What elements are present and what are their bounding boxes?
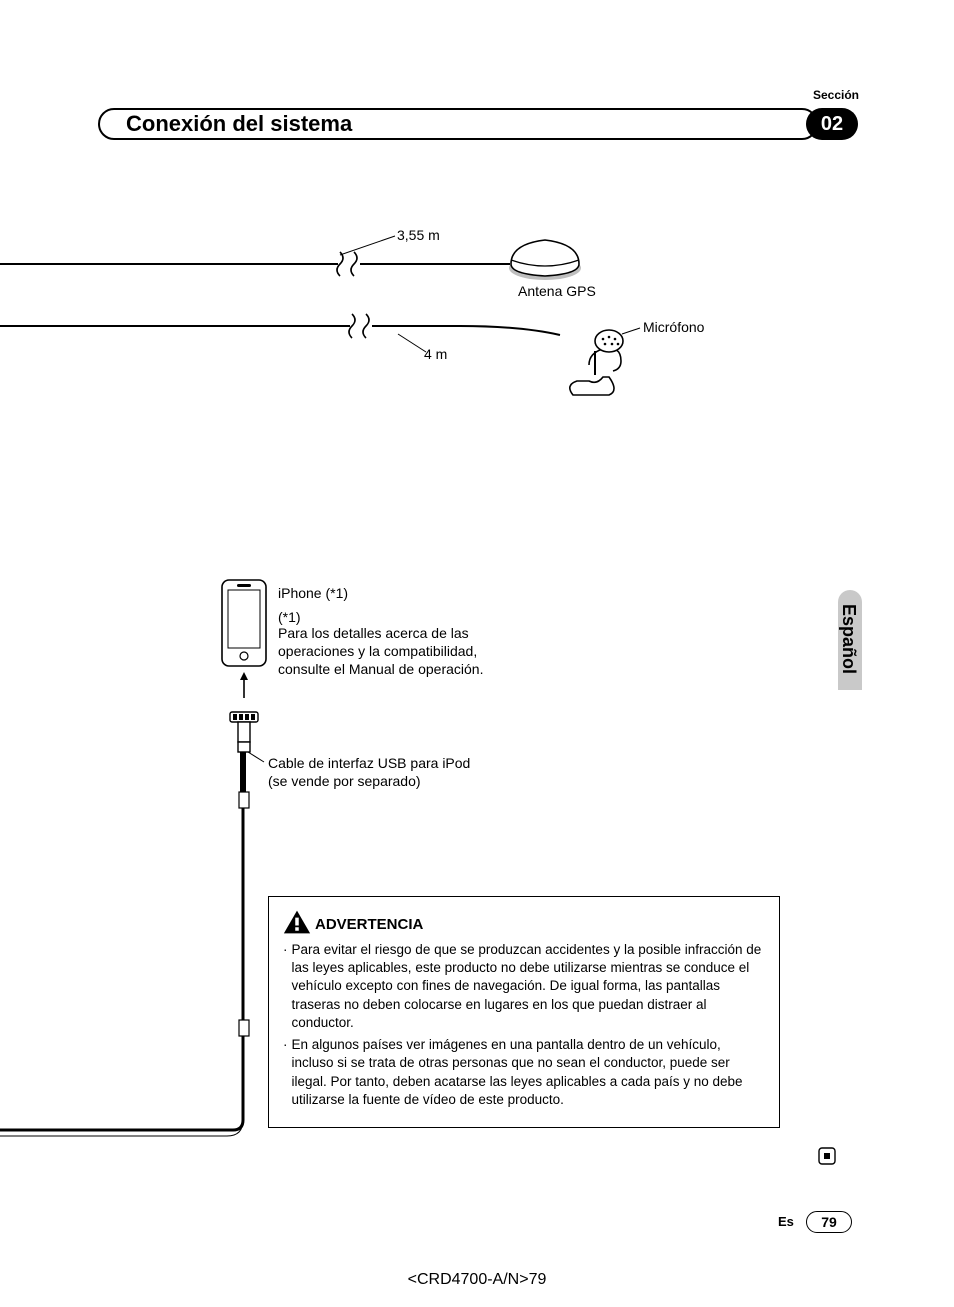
warning-heading: ADVERTENCIA bbox=[315, 915, 423, 935]
iphone-note: Para los detalles acerca de las operacio… bbox=[278, 624, 498, 679]
usb-cable-label: Cable de interfaz USB para iPod bbox=[268, 754, 470, 772]
microphone-label: Micrófono bbox=[643, 318, 704, 336]
iphone-label: iPhone (*1) bbox=[278, 584, 348, 602]
warning-item-text: En algunos países ver imágenes en una pa… bbox=[292, 1036, 766, 1109]
footer-page-number-text: 79 bbox=[821, 1214, 837, 1230]
footer-page-number: 79 bbox=[806, 1211, 852, 1233]
warning-item: · Para evitar el riesgo de que se produz… bbox=[283, 941, 765, 1032]
warning-icon bbox=[283, 909, 311, 935]
warning-box: ADVERTENCIA · Para evitar el riesgo de q… bbox=[268, 896, 780, 1128]
cable2-length-label: 4 m bbox=[424, 345, 447, 363]
warning-heading-row: ADVERTENCIA bbox=[283, 909, 765, 935]
bullet-icon: · bbox=[283, 1036, 288, 1109]
bullet-icon: · bbox=[283, 941, 288, 1032]
gps-antenna-label: Antena GPS bbox=[518, 282, 596, 300]
end-section-icon bbox=[818, 1147, 836, 1165]
footer-lang-code: Es bbox=[778, 1214, 794, 1229]
usb-cable-note: (se vende por separado) bbox=[268, 772, 421, 790]
footer-doc-code: <CRD4700-A/N>79 bbox=[0, 1271, 954, 1289]
warning-item-text: Para evitar el riesgo de que se produzca… bbox=[292, 941, 766, 1032]
cable1-length-label: 3,55 m bbox=[397, 226, 440, 244]
warning-item: · En algunos países ver imágenes en una … bbox=[283, 1036, 765, 1109]
